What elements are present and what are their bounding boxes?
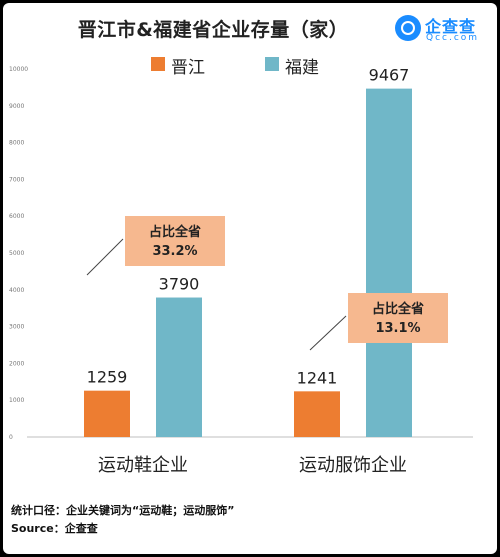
y-tick-label-3: 3000 bbox=[9, 324, 24, 331]
bar-chart: 0 1000 2000 3000 4000 5000 6000 7000 8000 9000 100… bbox=[9, 66, 473, 476]
data-label-晋江-1: 1241 bbox=[297, 368, 338, 387]
y-tick-label-6: 6000 bbox=[9, 213, 24, 220]
legend-swatch-jinjiang bbox=[151, 57, 165, 71]
annotation-leader-0 bbox=[86, 238, 124, 276]
logo-name: 企查查 bbox=[425, 17, 477, 36]
annotation-text-1-1: 13.1% bbox=[375, 321, 420, 336]
data-label-福建-1: 9467 bbox=[369, 66, 410, 85]
legend-swatch-fujian bbox=[265, 57, 279, 71]
footnote-source: Source：企查查 bbox=[11, 522, 98, 535]
y-tick-label-1: 1000 bbox=[9, 397, 24, 404]
bar-晋江-1 bbox=[294, 391, 340, 437]
annotation-box-1 bbox=[348, 293, 448, 343]
footnote-scope: 统计口径：企业关键词为“运动鞋；运动服饰” bbox=[11, 504, 235, 517]
data-label-福建-0: 3790 bbox=[159, 275, 200, 294]
category-label-1: 运动服饰企业 bbox=[299, 455, 407, 476]
annotation-box-0 bbox=[125, 216, 225, 266]
data-label-晋江-0: 1259 bbox=[87, 368, 128, 387]
y-tick-label-2: 2000 bbox=[9, 360, 24, 367]
y-tick-label-4: 4000 bbox=[9, 287, 24, 294]
chart-card: 晋江市&福建省企业存量（家） 企查查 Qcc.com 晋江 福建 0 1000 20… bbox=[3, 3, 497, 554]
y-tick-label-0: 0 bbox=[9, 434, 13, 441]
annotation-text-0-0: 占比全省 bbox=[149, 224, 201, 240]
y-tick-label-8: 8000 bbox=[9, 140, 24, 147]
logo-url: Qcc.com bbox=[426, 33, 480, 43]
bar-福建-1 bbox=[366, 88, 412, 437]
legend: 晋江 福建 bbox=[3, 53, 497, 78]
category-label-0: 运动鞋企业 bbox=[98, 455, 188, 476]
legend-label-fujian: 福建 bbox=[285, 58, 319, 78]
y-tick-label-7: 7000 bbox=[9, 176, 24, 183]
legend-label-jinjiang: 晋江 bbox=[171, 58, 205, 78]
logo: 企查查 Qcc.com bbox=[395, 11, 491, 51]
annotation-text-0-1: 33.2% bbox=[152, 244, 197, 259]
annotation-leader-1 bbox=[309, 315, 347, 351]
y-tick-label-5: 5000 bbox=[9, 250, 24, 257]
bar-福建-0 bbox=[156, 297, 202, 437]
bar-晋江-0 bbox=[84, 390, 130, 437]
y-tick-label-9: 9000 bbox=[9, 103, 24, 110]
annotation-text-1-0: 占比全省 bbox=[372, 301, 424, 317]
chart-title: 晋江市&福建省企业存量（家） bbox=[77, 19, 349, 41]
y-tick-label-10: 10000 bbox=[9, 66, 28, 73]
qcc-logo-icon bbox=[395, 15, 421, 41]
